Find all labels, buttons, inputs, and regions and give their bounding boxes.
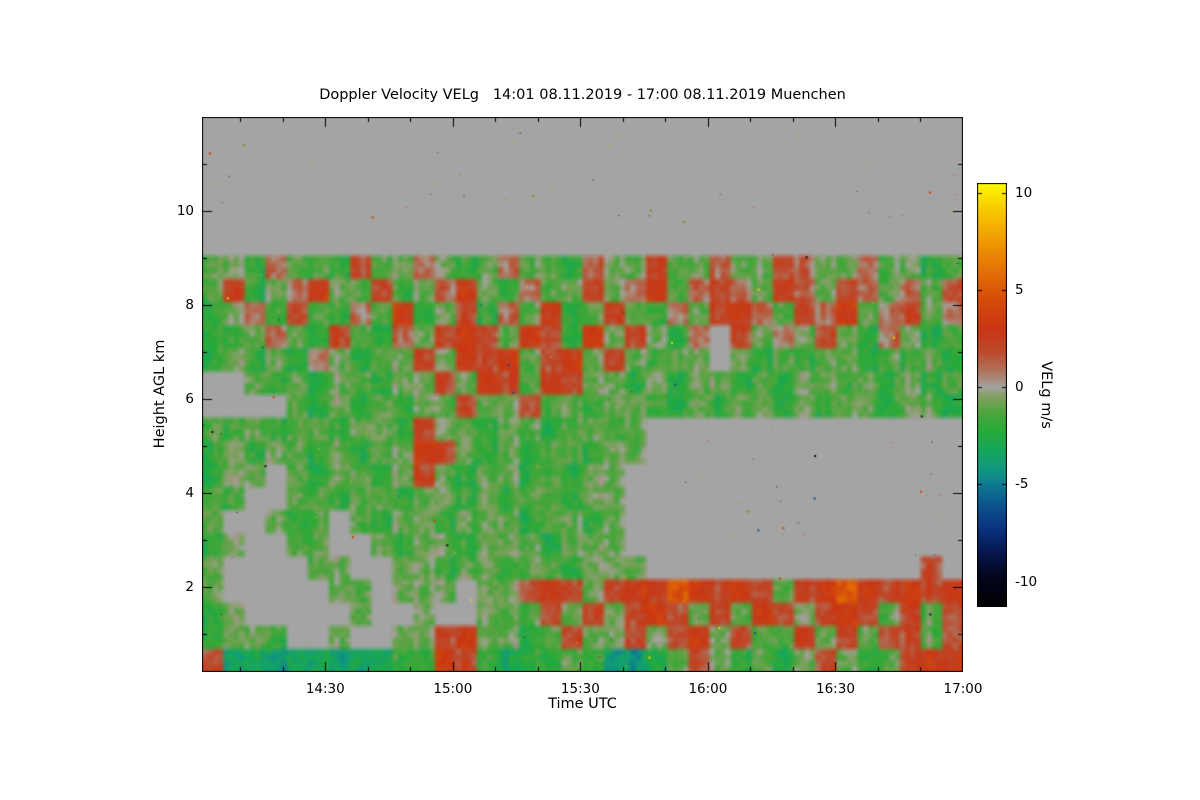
y-tick-label: 6	[185, 391, 194, 408]
x-tick-label: 16:00	[688, 681, 728, 697]
y-tick-label: 8	[185, 297, 194, 314]
heatmap-plot-canvas	[202, 117, 963, 672]
x-tick-label: 16:30	[816, 681, 855, 697]
y-tick-label: 4	[185, 485, 194, 502]
y-tick-label: 10	[176, 203, 194, 220]
colorbar-canvas	[977, 183, 1007, 607]
x-axis-label: Time UTC	[548, 696, 617, 712]
colorbar-tick-label: 5	[1015, 281, 1024, 298]
x-tick-label: 14:30	[305, 681, 345, 697]
colorbar-tick-label: 10	[1015, 184, 1033, 201]
chart-title: Doppler Velocity VELg 14:01 08.11.2019 -…	[319, 87, 846, 103]
colorbar-tick-label: -10	[1015, 573, 1038, 590]
x-tick-label: 15:00	[433, 681, 473, 697]
y-tick-label: 2	[185, 579, 194, 596]
colorbar-tick-label: 0	[1015, 379, 1024, 396]
x-tick-label: 17:00	[943, 681, 983, 697]
x-tick-label: 15:30	[560, 681, 600, 697]
colorbar-tick-label: -5	[1015, 476, 1029, 493]
